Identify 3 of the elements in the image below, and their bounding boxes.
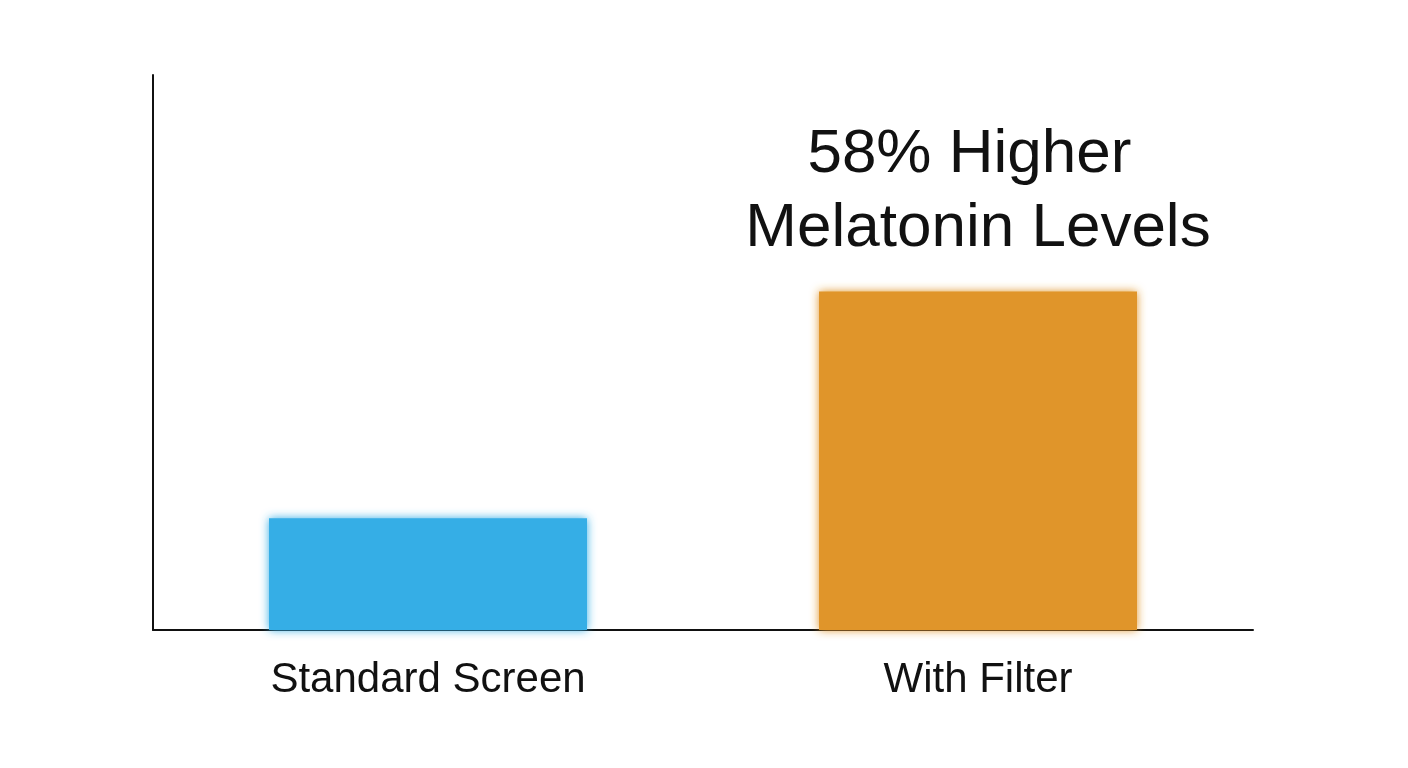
annotation: 58% Higher Melatonin Levels bbox=[745, 116, 1211, 260]
x-tick-label: Standard Screen bbox=[270, 653, 586, 701]
x-tick-label: With Filter bbox=[883, 653, 1073, 701]
